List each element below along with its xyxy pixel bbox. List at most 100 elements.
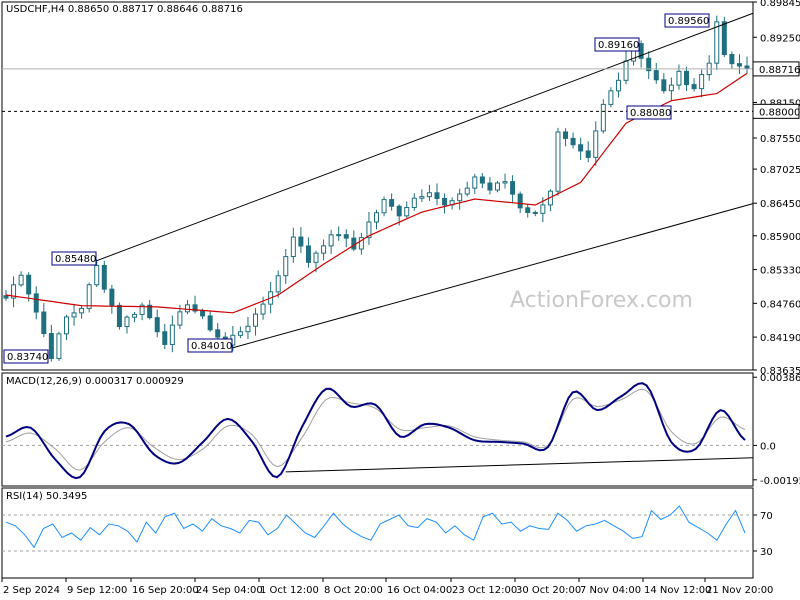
candle-body <box>336 234 342 237</box>
candle-body <box>532 211 538 214</box>
candle-body <box>593 130 599 158</box>
candle-body <box>389 199 395 207</box>
price-label: 0.84010 <box>191 341 232 352</box>
candle-body <box>192 304 198 312</box>
price-label: 0.85480 <box>55 254 96 265</box>
price-label: 0.83740 <box>7 352 48 363</box>
watermark: ActionForex.com <box>510 288 693 313</box>
candle-body <box>3 295 9 299</box>
panel-frame <box>1 1 754 371</box>
price-label-box <box>664 13 710 28</box>
candle-body <box>419 196 425 199</box>
macd-y-tick-label: 0.003861 <box>760 373 800 384</box>
candle-body <box>351 237 357 250</box>
candle-body <box>358 237 364 250</box>
candle-body <box>237 331 243 336</box>
y-tick-label: 0.89250 <box>760 33 800 44</box>
channel-lower-line <box>232 203 754 349</box>
y-tick-label: 0.86450 <box>760 199 800 210</box>
candle-body <box>275 275 281 293</box>
rsi-panel: 70 30 <box>1 487 773 579</box>
price-label: 0.89160 <box>598 40 639 51</box>
candle-body <box>510 181 516 195</box>
candle-body <box>608 90 614 105</box>
x-tick-label: 2 Sep 2024 <box>3 585 60 596</box>
x-tick-label: 23 Oct 12:00 <box>452 585 517 596</box>
x-tick-label: 16 Oct 04:00 <box>387 585 452 596</box>
rsi-y-tick-label: 30 <box>760 547 773 558</box>
candle-body <box>411 197 417 209</box>
candle-body <box>71 312 77 318</box>
candle-body <box>184 304 190 313</box>
candle-body <box>139 304 145 315</box>
x-tick-label: 7 Nov 04:00 <box>580 585 641 596</box>
candle-body <box>343 234 349 239</box>
rsi-title: RSI(14) 50.3495 <box>6 491 88 502</box>
candle-body <box>109 288 115 306</box>
price-label-box <box>3 349 49 364</box>
candle-body <box>578 144 584 152</box>
rsi-line <box>5 505 746 549</box>
candle-body <box>525 207 531 213</box>
current-price-label: 0.88716 <box>759 65 800 76</box>
candle-body <box>479 176 485 184</box>
price-label-box <box>187 338 233 353</box>
x-tick-label: 8 Oct 20:00 <box>324 585 383 596</box>
macd-panel: 0.003861 0.0 -0.00195 <box>1 372 800 487</box>
candle-body <box>290 236 296 258</box>
candle-body <box>600 103 606 132</box>
candle-body <box>305 245 311 263</box>
x-tick-label: 9 Sep 12:00 <box>67 585 127 596</box>
candle-body <box>714 21 720 64</box>
candle-body <box>744 65 750 69</box>
candle-body <box>48 333 54 359</box>
candle-body <box>200 310 206 317</box>
price-label-box <box>51 251 97 266</box>
y-tick-label: 0.84760 <box>760 299 800 310</box>
chart-title: USDCHF,H4 0.88650 0.88717 0.88646 0.8871… <box>6 4 243 15</box>
candle-body <box>442 197 448 206</box>
panel-frame <box>1 487 754 579</box>
candle-body <box>646 57 652 72</box>
candle-body <box>555 131 561 192</box>
channel-upper-line <box>96 12 754 262</box>
candle-body <box>116 304 122 328</box>
candle-body <box>18 274 24 286</box>
candle-body <box>729 54 735 65</box>
candle-body <box>615 79 621 92</box>
x-tick-label: 21 Nov 20:00 <box>706 585 773 596</box>
candle-body <box>11 284 17 299</box>
candle-body <box>101 264 107 290</box>
macd-signal-line <box>5 388 746 471</box>
candle-body <box>404 207 410 217</box>
candle-body <box>283 256 289 277</box>
candle-body <box>457 193 463 202</box>
candle-body <box>585 150 591 158</box>
candle-body <box>676 70 682 86</box>
y-tick-label: 0.87550 <box>760 134 800 145</box>
macd-y-tick-label: 0.0 <box>760 441 776 452</box>
price-label-box <box>626 105 672 120</box>
candle-body <box>245 325 251 333</box>
main-panel: 0.898450.892500.887160.881500.875500.870… <box>1 0 800 377</box>
candle-body <box>653 70 659 81</box>
candle-body <box>396 205 402 217</box>
candle-body <box>207 315 213 331</box>
candle-body <box>41 311 47 335</box>
candle-body <box>366 221 372 239</box>
candle-body <box>517 193 523 209</box>
macd-line <box>5 382 746 480</box>
candle-body <box>162 331 168 345</box>
x-tick-label: 24 Sep 04:00 <box>196 585 263 596</box>
candle-body <box>26 274 32 295</box>
moving-average-line <box>5 72 748 314</box>
candle-body <box>124 316 130 328</box>
candle-body <box>426 192 432 198</box>
support-price-box <box>752 103 800 119</box>
candle-body <box>540 204 546 214</box>
candle-body <box>63 316 69 335</box>
rsi-y-tick-label: 70 <box>760 511 773 522</box>
symbol-label: USDCHF,H4 <box>6 4 65 15</box>
